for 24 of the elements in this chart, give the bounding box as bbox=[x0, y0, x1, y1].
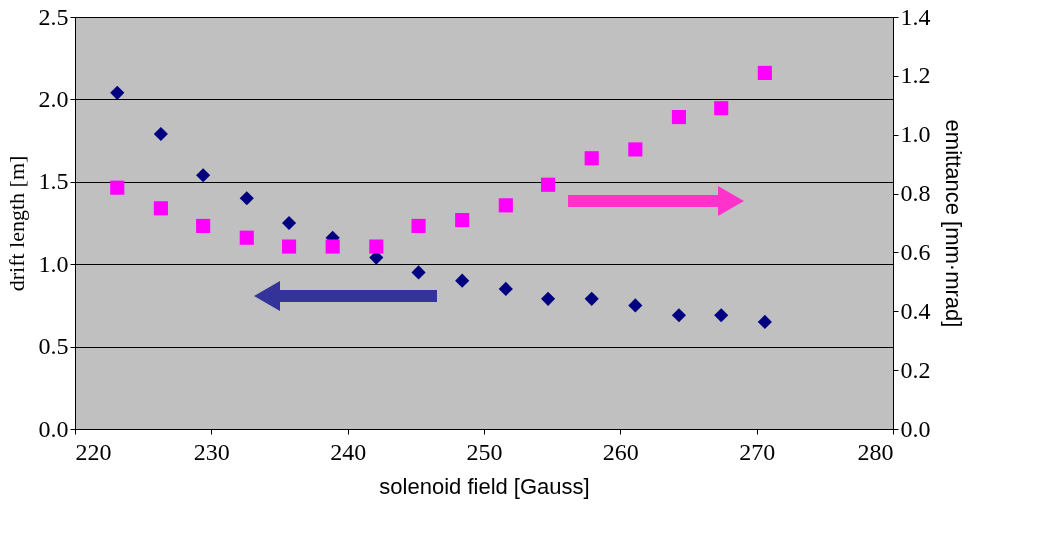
x-axis-title: solenoid field [Gauss] bbox=[379, 473, 590, 499]
x-tick-label: 270 bbox=[739, 438, 776, 465]
x-tick-label: 240 bbox=[330, 438, 367, 465]
y-tick-label: 2.5 bbox=[38, 3, 69, 30]
y2-tick-label: 0.6 bbox=[900, 238, 931, 265]
y2-tick-label: 1.0 bbox=[900, 121, 931, 148]
x-tick-label: 230 bbox=[193, 438, 230, 465]
y2-tick-label: 0.4 bbox=[900, 297, 931, 324]
x-tick-label: 280 bbox=[857, 438, 894, 465]
y-tick-label: 1.0 bbox=[38, 250, 69, 277]
y-tick-label: 2.0 bbox=[38, 85, 69, 112]
y2-tick-label: 0.0 bbox=[900, 415, 931, 442]
x-tick-label: 250 bbox=[466, 438, 503, 465]
y-tick-label: 0.0 bbox=[38, 415, 69, 442]
y-tick-label: 1.5 bbox=[38, 168, 69, 195]
x-tick-label: 220 bbox=[75, 438, 112, 465]
y-tick-label: 0.5 bbox=[38, 333, 69, 360]
y2-axis-title: emittance [mm·mrad] bbox=[940, 119, 966, 328]
y-axis-title: drift length [m] bbox=[3, 155, 29, 292]
y2-tick-label: 0.8 bbox=[900, 180, 931, 207]
x-tick-label: 260 bbox=[602, 438, 639, 465]
y2-tick-label: 1.4 bbox=[900, 3, 931, 30]
y2-tick-label: 0.2 bbox=[900, 356, 931, 383]
y2-tick-label: 1.2 bbox=[900, 62, 931, 89]
